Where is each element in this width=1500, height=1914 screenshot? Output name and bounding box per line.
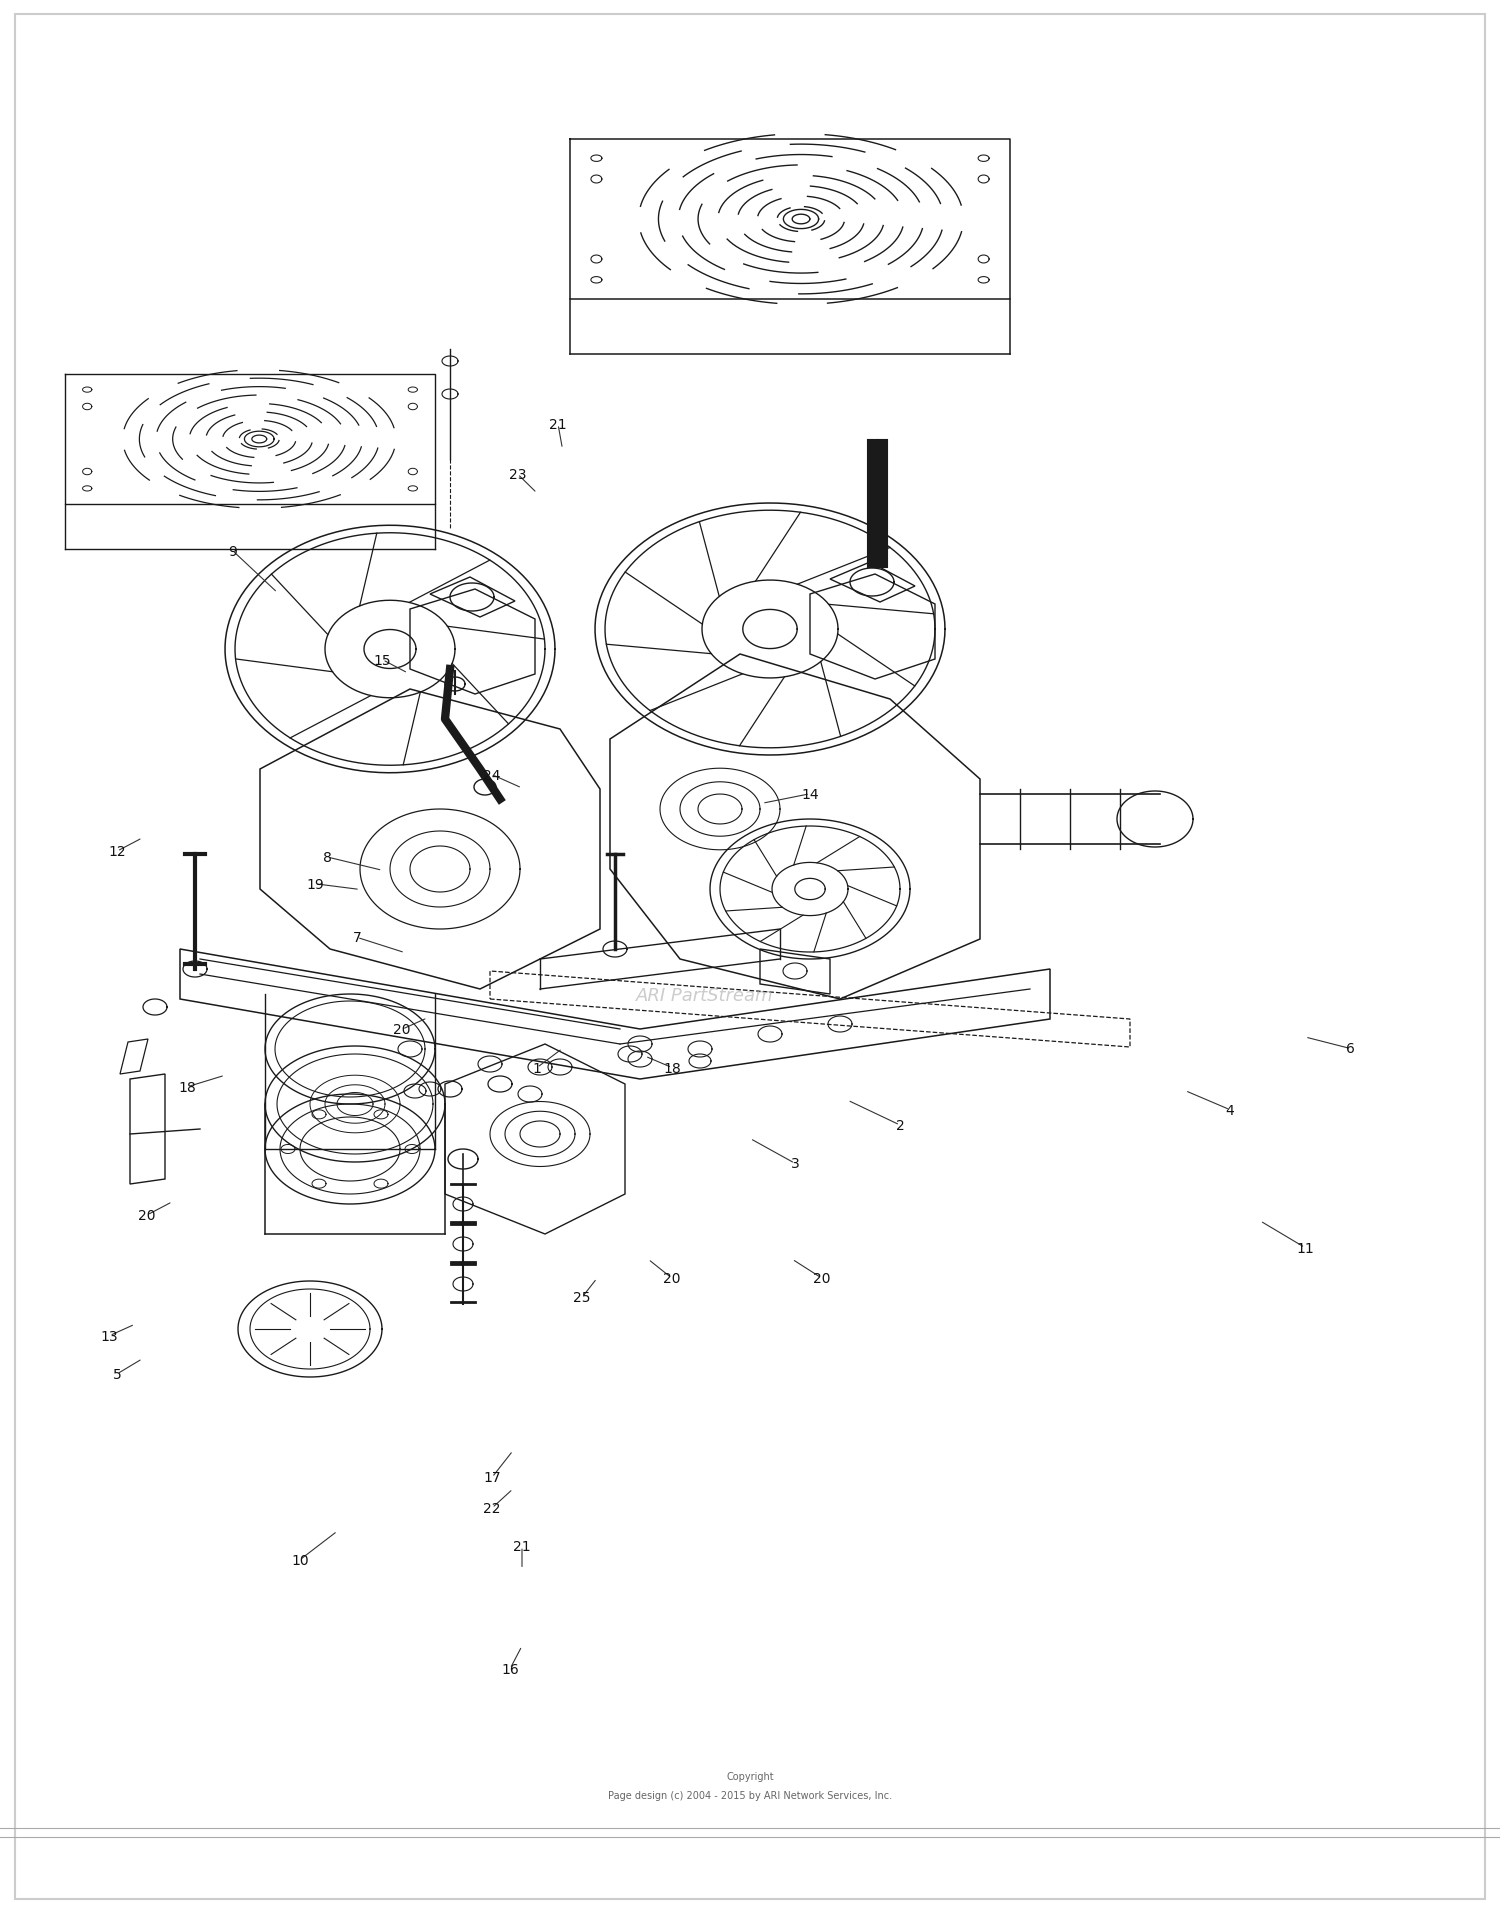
Text: 16: 16	[501, 1661, 519, 1677]
Text: 7: 7	[352, 930, 362, 946]
Text: 11: 11	[1296, 1240, 1314, 1256]
Text: 2: 2	[896, 1118, 904, 1133]
Text: 20: 20	[393, 1022, 411, 1037]
Text: 17: 17	[483, 1470, 501, 1485]
Text: 4: 4	[1226, 1102, 1234, 1118]
Text: 1: 1	[532, 1060, 542, 1076]
Text: ARI PartStream: ARI PartStream	[636, 986, 774, 1005]
Text: 21: 21	[549, 417, 567, 433]
Text: 24: 24	[483, 768, 501, 783]
Text: 13: 13	[100, 1328, 118, 1344]
Text: 6: 6	[1346, 1041, 1354, 1057]
Text: 21: 21	[513, 1539, 531, 1554]
Text: 10: 10	[291, 1552, 309, 1568]
Text: 18: 18	[663, 1060, 681, 1076]
Text: 9: 9	[228, 544, 237, 559]
Text: 15: 15	[374, 653, 392, 668]
Text: 12: 12	[108, 844, 126, 859]
Text: Copyright: Copyright	[726, 1770, 774, 1782]
Text: 23: 23	[509, 467, 526, 482]
Text: 14: 14	[801, 787, 819, 802]
Text: 5: 5	[112, 1367, 122, 1382]
Text: 20: 20	[663, 1271, 681, 1286]
Text: 3: 3	[790, 1156, 800, 1171]
Text: 18: 18	[178, 1079, 196, 1095]
Text: 25: 25	[573, 1290, 591, 1305]
Text: 20: 20	[138, 1208, 156, 1223]
Text: 8: 8	[322, 850, 332, 865]
Text: 20: 20	[813, 1271, 831, 1286]
Text: Page design (c) 2004 - 2015 by ARI Network Services, Inc.: Page design (c) 2004 - 2015 by ARI Netwo…	[608, 1790, 892, 1801]
Text: 19: 19	[306, 877, 324, 892]
Text: 22: 22	[483, 1501, 501, 1516]
